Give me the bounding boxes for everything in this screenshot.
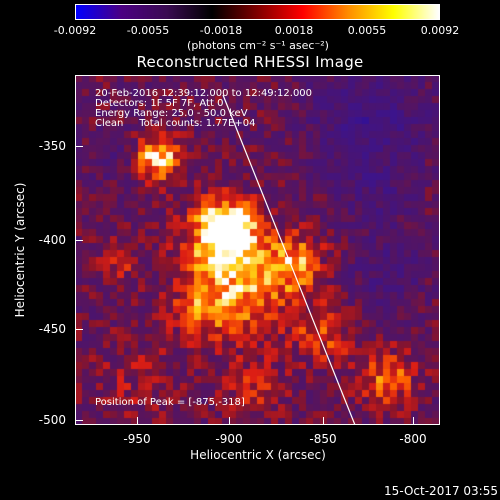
y-tick-mark — [76, 420, 83, 421]
clean-counts-text: Clean Total counts: 1.77E+04 — [95, 118, 256, 129]
image-canvas — [75, 75, 440, 425]
x-tick-mark — [229, 417, 230, 424]
solar-limb-line — [222, 94, 356, 425]
colorbar-tick: 0.0092 — [420, 24, 460, 37]
y-tick-label: -500 — [38, 413, 66, 427]
colorbar-tick: -0.0055 — [126, 24, 170, 37]
colorbar-tick: -0.0092 — [53, 24, 97, 37]
plot-timestamp: 15-Oct-2017 03:55 — [384, 484, 498, 498]
detectors-text: Detectors: 1F 5F 7F, Att 0 — [95, 98, 224, 109]
rhessi-image — [75, 75, 440, 425]
x-tick-label: -900 — [215, 432, 243, 446]
colorbar — [75, 4, 440, 20]
solar-limb-overlay — [222, 94, 356, 425]
colorbar-tick: -0.0018 — [199, 24, 243, 37]
image-title: Reconstructed RHESSI Image — [136, 53, 364, 71]
y-tick-label: -350 — [38, 139, 66, 153]
y-tick-label: -400 — [38, 233, 66, 247]
x-tick-mark — [323, 417, 324, 424]
colorbar-tick: 0.0018 — [274, 24, 314, 37]
y-tick-mark — [76, 146, 83, 147]
x-tick-mark — [137, 417, 138, 424]
y-tick-mark — [76, 240, 83, 241]
y-tick-label: -450 — [38, 322, 66, 336]
colorbar-unit-label: (photons cm⁻² s⁻¹ asec⁻²) — [187, 39, 329, 52]
colorbar-tick: 0.0055 — [347, 24, 387, 37]
x-tick-mark — [413, 417, 414, 424]
y-tick-mark — [76, 329, 83, 330]
x-tick-label: -850 — [309, 432, 337, 446]
x-tick-label: -800 — [399, 432, 427, 446]
y-axis-label: Heliocentric Y (arcsec) — [13, 182, 27, 318]
x-axis-label: Heliocentric X (arcsec) — [190, 448, 326, 462]
peak-position-text: Position of Peak = [-875,-318] — [95, 397, 245, 408]
time-range-text: 20-Feb-2016 12:39:12.000 to 12:49:12.000 — [95, 88, 313, 99]
x-tick-label: -950 — [123, 432, 151, 446]
energy-range-text: Energy Range: 25.0 - 50.0 keV — [95, 108, 248, 119]
